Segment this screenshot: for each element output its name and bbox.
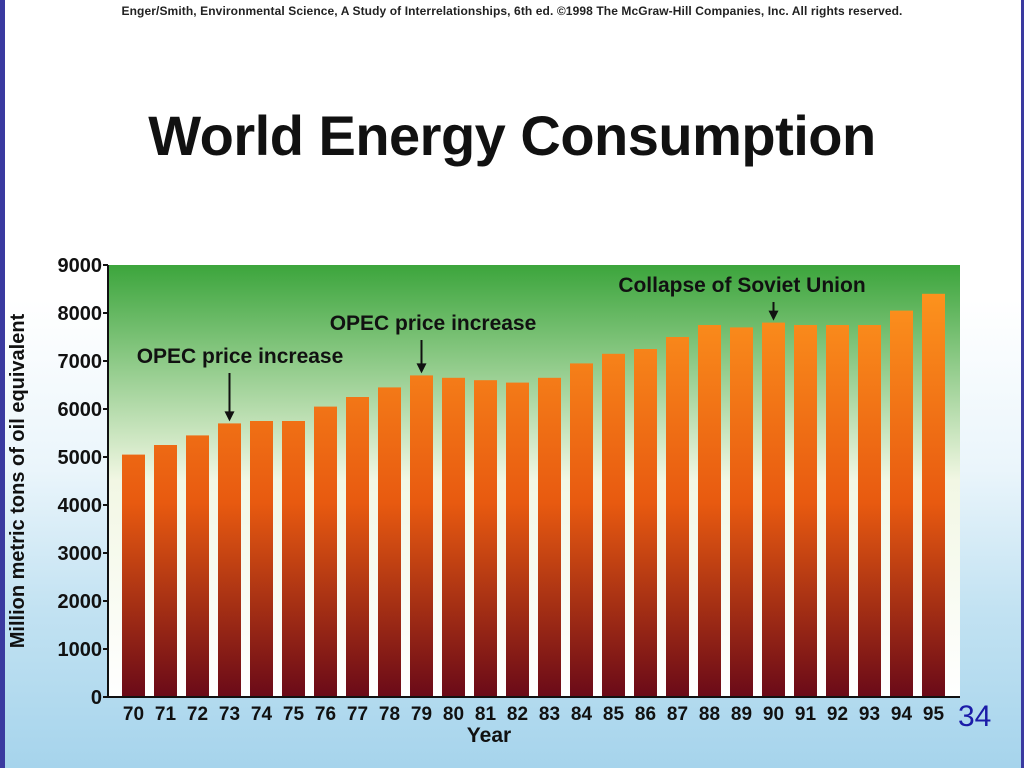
page-number: 34	[958, 700, 992, 733]
bar-84	[570, 363, 593, 697]
bar-94	[890, 310, 913, 697]
x-tick-label: 87	[667, 704, 688, 725]
x-tick-label: 75	[283, 704, 305, 725]
bar-81	[474, 380, 497, 697]
annotation-arrow-head	[224, 411, 235, 422]
x-tick-label: 81	[475, 704, 497, 725]
bar-75	[282, 421, 305, 697]
x-tick-label: 73	[219, 704, 240, 725]
bar-88	[698, 325, 721, 697]
bar-93	[858, 325, 881, 697]
x-tick-label: 72	[187, 704, 208, 725]
x-tick-label: 95	[923, 704, 945, 725]
bar-85	[602, 353, 625, 697]
x-tick-label: 78	[379, 704, 400, 725]
bar-80	[442, 377, 465, 697]
bar-83	[538, 377, 561, 697]
y-tick-label: 9000	[58, 255, 103, 277]
annotation-arrow-head	[416, 363, 427, 374]
x-tick-label: 77	[347, 704, 368, 725]
energy-bar-chart: 0 1000 2000 3000 4000 5000 6000 7000 8000 9000 70 7…	[7, 255, 960, 747]
x-tick-label: 76	[315, 704, 336, 725]
bar-71	[154, 445, 177, 697]
bar-89	[730, 327, 753, 697]
y-tick-label: 2000	[58, 591, 103, 613]
y-tick-label: 0	[91, 687, 102, 709]
x-tick-label: 71	[155, 704, 177, 725]
x-tick-label: 83	[539, 704, 560, 725]
bar-78	[378, 387, 401, 697]
x-tick-label: 85	[603, 704, 625, 725]
annotation-label: Collapse of Soviet Union	[618, 274, 865, 297]
annotation-label: OPEC price increase	[137, 345, 344, 368]
bar-87	[666, 337, 689, 697]
x-tick-label: 82	[507, 704, 528, 725]
x-tick-label: 70	[123, 704, 144, 725]
bar-77	[346, 397, 369, 697]
x-tick-label: 79	[411, 704, 432, 725]
slide-border-right	[1021, 0, 1024, 768]
x-tick-label: 80	[443, 704, 464, 725]
x-tick-label: 86	[635, 704, 656, 725]
annotation-label: OPEC price increase	[330, 312, 537, 335]
x-axis-title: Year	[467, 724, 511, 747]
bar-74	[250, 421, 273, 697]
bar-72	[186, 435, 209, 697]
x-tick-label: 84	[571, 704, 593, 725]
x-tick-label: 94	[891, 704, 913, 725]
y-tick-label: 8000	[58, 303, 103, 325]
bar-73	[218, 423, 241, 697]
bar-91	[794, 325, 817, 697]
x-tick-label: 93	[859, 704, 880, 725]
x-tick-label: 74	[251, 704, 273, 725]
x-tick-label: 91	[795, 704, 817, 725]
bar-76	[314, 406, 337, 697]
bar-92	[826, 325, 849, 697]
bar-79	[410, 375, 433, 697]
bar-95	[922, 293, 945, 697]
y-tick-label: 3000	[58, 543, 103, 565]
x-tick-label: 89	[731, 704, 752, 725]
bar-86	[634, 349, 657, 697]
slide-title: World Energy Consumption	[148, 104, 876, 167]
x-tick-label: 92	[827, 704, 848, 725]
y-axis-title: Million metric tons of oil equivalent	[7, 313, 29, 648]
y-tick-label: 6000	[58, 399, 103, 421]
x-tick-label: 90	[763, 704, 784, 725]
y-tick-label: 4000	[58, 495, 103, 517]
y-tick-label: 1000	[58, 639, 103, 661]
annotation-arrow-head	[768, 310, 779, 321]
y-tick-label: 5000	[58, 447, 103, 469]
slide-border-left	[0, 0, 5, 768]
bar-90	[762, 322, 785, 697]
bar-70	[122, 454, 145, 697]
bar-82	[506, 382, 529, 697]
copyright-credit: Enger/Smith, Environmental Science, A St…	[121, 4, 903, 18]
y-tick-label: 7000	[58, 351, 103, 373]
x-tick-label: 88	[699, 704, 720, 725]
